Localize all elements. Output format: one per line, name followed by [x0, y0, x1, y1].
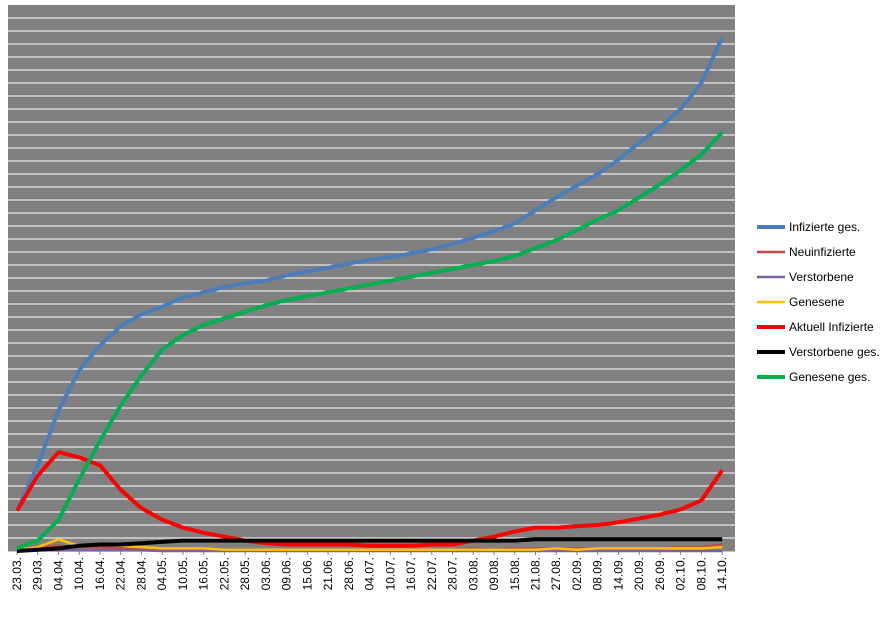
x-tick-label: 22.07. — [425, 557, 439, 590]
x-tick-label: 15.06. — [300, 557, 314, 590]
x-tick-label: 28.04. — [134, 557, 148, 590]
x-tick-label: 03.08. — [466, 557, 480, 590]
x-tick-label: 26.09. — [653, 557, 667, 590]
series-line — [16, 538, 723, 551]
legend-label: Verstorbene — [789, 270, 854, 284]
x-tick-label: 16.07. — [404, 557, 418, 590]
x-tick-label: 09.08. — [487, 557, 501, 590]
x-tick-label: 28.07. — [446, 557, 460, 590]
x-tick-label: 04.05. — [155, 557, 169, 590]
legend-label: Genesene ges. — [789, 370, 870, 384]
x-tick-label: 16.05. — [197, 557, 211, 590]
series-line — [16, 131, 724, 551]
x-tick-label: 27.08. — [549, 557, 563, 590]
series-line — [16, 537, 723, 553]
x-tick-label: 22.04. — [114, 557, 128, 590]
series-line — [15, 450, 724, 548]
x-tick-label: 04.04. — [51, 557, 65, 590]
x-tick-label: 08.09. — [591, 557, 605, 590]
legend-label: Genesene — [789, 295, 845, 309]
x-tick-label: 23.03. — [10, 557, 24, 590]
series-line — [16, 549, 723, 553]
x-tick-label: 10.05. — [176, 557, 190, 590]
x-tick-label: 09.06. — [280, 557, 294, 590]
x-tick-label: 28.06. — [342, 557, 356, 590]
legend-label: Aktuell Infizierte — [789, 320, 874, 334]
x-tick-label: 10.04. — [72, 557, 86, 590]
x-tick-label: 04.07. — [363, 557, 377, 590]
x-tick-label: 14.09. — [611, 557, 625, 590]
x-tick-label: 02.10. — [674, 557, 688, 590]
x-tick-label: 02.09. — [570, 557, 584, 590]
x-tick-label: 08.10. — [694, 557, 708, 590]
x-tick-label: 03.06. — [259, 557, 273, 590]
x-tick-label: 16.04. — [93, 557, 107, 590]
x-tick-label: 14.10. — [715, 557, 729, 590]
x-tick-label: 21.08. — [529, 557, 543, 590]
x-tick-label: 10.07. — [383, 557, 397, 590]
legend-label: Verstorbene ges. — [789, 345, 880, 359]
series-line — [15, 36, 725, 512]
x-tick-label: 22.05. — [217, 557, 231, 590]
x-tick-label: 20.09. — [632, 557, 646, 590]
x-tick-label: 28.05. — [238, 557, 252, 590]
x-tick-label: 29.03. — [31, 557, 45, 590]
x-tick-label: 21.06. — [321, 557, 335, 590]
legend-label: Neuinfizierte — [789, 245, 856, 259]
legend-label: Infizierte ges. — [789, 220, 860, 234]
x-tick-label: 15.08. — [508, 557, 522, 590]
